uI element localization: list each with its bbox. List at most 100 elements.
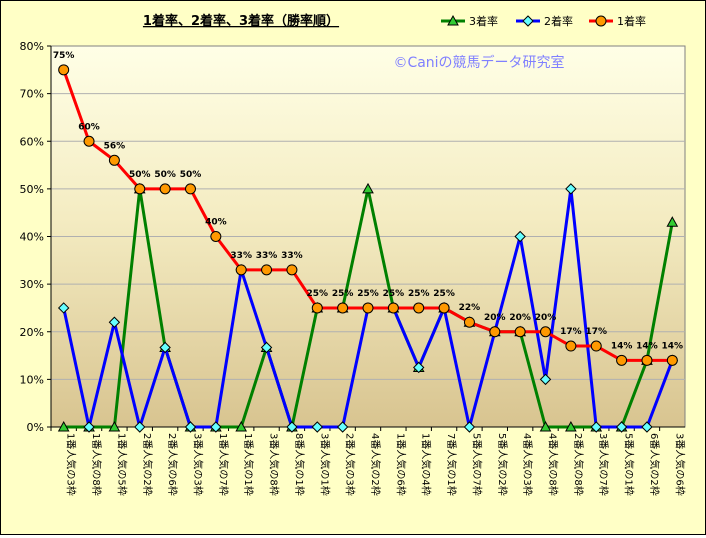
x-tick-label: 3番人気の7枠 (597, 433, 610, 496)
data-label: 33% (230, 251, 252, 261)
data-point (590, 340, 602, 352)
y-tick-label: 20% (20, 326, 44, 339)
data-point (565, 183, 577, 195)
y-axis: 0% 10% 20% 30% 40% 50% 60% 70% 80% (20, 40, 52, 434)
data-point (413, 361, 425, 374)
data-point (210, 421, 222, 433)
data-point (539, 373, 552, 386)
legend-marker (595, 15, 607, 27)
data-point (286, 421, 298, 433)
series-3 (58, 64, 678, 366)
data-point (184, 183, 196, 195)
data-point (413, 302, 425, 314)
x-axis: 1番人気の3枠 1番人気の8枠 1番人気の5枠 2番人気の2枠 2番人気の6枠 3番人気の… (50, 426, 686, 496)
data-label: 17% (560, 327, 582, 337)
data-point (57, 420, 70, 432)
data-label: 60% (78, 122, 100, 132)
data-point (134, 183, 146, 195)
x-tick-label: 5番人気の1枠 (623, 433, 636, 496)
x-tick-label: 2番人気の6枠 (166, 433, 179, 496)
y-tick-label: 30% (20, 278, 44, 291)
y-tick-label: 10% (20, 373, 44, 386)
x-tick-label: 4番人気の8枠 (547, 433, 560, 496)
data-point (362, 302, 374, 314)
x-tick-label: 3番人気の8枠 (268, 433, 281, 496)
data-point (666, 216, 679, 227)
data-point (337, 302, 349, 314)
legend-item: 3着率 (441, 14, 498, 28)
x-tick-label: 3番人気の6枠 (673, 433, 686, 496)
series-layer (57, 64, 679, 433)
data-label: 22% (459, 303, 481, 313)
x-tick-label: 1番人気の7枠 (217, 433, 230, 496)
y-tick-label: 80% (20, 40, 44, 53)
data-point (387, 302, 399, 314)
legend-item: 1着率 (589, 14, 646, 28)
x-tick-label: 1番人気の3枠 (65, 433, 78, 496)
x-tick-label: 5番人気の2枠 (496, 433, 509, 496)
data-label: 20% (484, 313, 506, 323)
data-point (336, 421, 349, 433)
legend-item: 2着率 (516, 14, 573, 28)
data-point (615, 421, 628, 433)
data-point (565, 340, 577, 352)
y-tick-label: 40% (20, 231, 44, 244)
data-point (539, 420, 552, 432)
data-point (58, 64, 70, 76)
x-tick-label: 1番人気の1枠 (242, 433, 255, 496)
data-label: 75% (53, 51, 75, 61)
data-point (641, 354, 653, 366)
data-label: 20% (509, 313, 531, 323)
data-point (641, 421, 653, 433)
x-tick-label: 1番人気の5枠 (115, 433, 128, 496)
chart-title: 1着率、2着率、3着率（勝率順） (143, 13, 339, 29)
x-tick-label: 3番人気の3枠 (191, 433, 204, 496)
x-tick-label: 8番人気の1枠 (293, 433, 306, 496)
x-tick-label: 1番人気の4枠 (420, 433, 433, 496)
data-label: 14% (611, 341, 633, 351)
data-point (184, 421, 197, 433)
x-tick-label: 2番人気の2枠 (141, 433, 154, 496)
data-point (514, 230, 526, 243)
x-tick-label: 3番人気の1枠 (318, 433, 331, 496)
legend-label: 1着率 (617, 14, 646, 28)
x-tick-label: 6番人気の2枠 (648, 433, 661, 496)
data-point (590, 421, 602, 433)
data-point (463, 316, 475, 328)
data-label: 25% (408, 289, 430, 299)
data-label: 25% (357, 289, 379, 299)
data-point (134, 421, 146, 433)
y-tick-label: 0% (27, 421, 44, 434)
data-point (83, 421, 95, 433)
data-point (83, 135, 95, 147)
data-label: 50% (154, 170, 176, 180)
data-label: 14% (662, 341, 684, 351)
data-point (616, 354, 628, 366)
data-point (261, 264, 273, 276)
data-label: 56% (104, 141, 126, 151)
legend: 3着率 2着率 1着率 (441, 14, 646, 28)
data-point (159, 341, 171, 354)
data-point (286, 264, 298, 276)
data-label: 33% (281, 251, 303, 261)
data-label: 40% (205, 218, 227, 228)
data-point (159, 183, 171, 195)
legend-marker (522, 15, 534, 27)
x-tick-label: 2番人気の3枠 (344, 433, 357, 496)
y-tick-label: 50% (20, 183, 44, 196)
y-tick-label: 60% (20, 135, 44, 148)
data-point (489, 326, 501, 338)
data-point (666, 354, 678, 366)
data-point (108, 420, 121, 432)
data-label: 50% (129, 170, 151, 180)
data-point (235, 420, 248, 432)
data-label: 25% (332, 289, 354, 299)
y-tick-label: 70% (20, 88, 44, 101)
data-label: 14% (636, 341, 658, 351)
data-point (540, 326, 552, 338)
data-label: 33% (256, 251, 278, 261)
data-label: 25% (307, 289, 329, 299)
data-point (438, 302, 450, 314)
